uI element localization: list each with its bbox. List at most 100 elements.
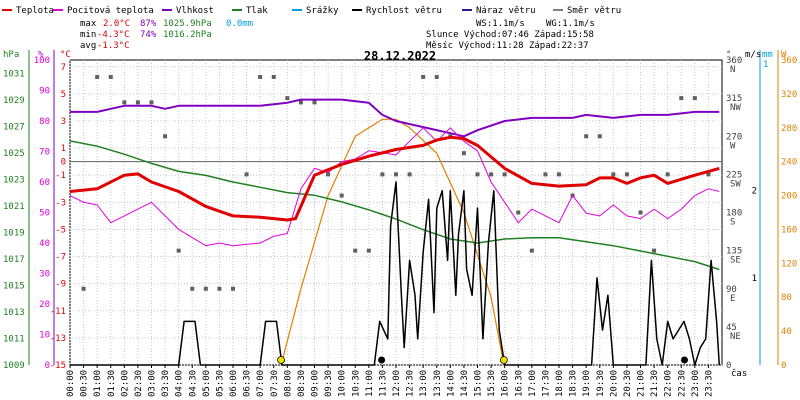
solar-tick-label: 360 <box>781 56 797 66</box>
x-tick-label: 20:00 <box>609 370 619 397</box>
x-tick-label: 09:00 <box>311 370 321 397</box>
stat-max-hum: 87% <box>140 19 157 29</box>
stat-min-label: min <box>80 30 96 40</box>
direction-name-label: SW <box>730 179 741 189</box>
direction-point <box>692 96 697 101</box>
series-line <box>280 118 505 366</box>
x-tick-label: 06:30 <box>243 370 253 397</box>
direction-point <box>81 286 86 291</box>
direction-point <box>679 96 684 101</box>
direction-tick-label: 45 <box>726 323 737 333</box>
direction-point <box>95 74 100 79</box>
temp-tick-label: -1 <box>55 171 66 181</box>
x-tick-label: 19:00 <box>582 370 592 397</box>
series-line <box>70 98 720 138</box>
direction-point <box>489 172 494 177</box>
wind-axis-unit: m/s <box>745 50 761 60</box>
direction-point <box>611 172 616 177</box>
pressure-tick-label: 1019 <box>3 228 25 238</box>
direction-point <box>516 210 521 215</box>
direction-point <box>285 96 290 101</box>
direction-name-label: SE <box>730 256 741 266</box>
x-tick-label: 05:30 <box>215 370 225 397</box>
stat-avg-label: avg <box>80 41 96 51</box>
direction-point <box>258 74 263 79</box>
x-tick-label: 15:00 <box>474 370 484 397</box>
pressure-tick-label: 1025 <box>3 149 25 159</box>
direction-point <box>557 172 561 177</box>
direction-tick-label: 225 <box>726 170 742 180</box>
x-tick-label: 00:30 <box>80 370 90 397</box>
x-tick-label: 14:30 <box>460 370 470 397</box>
direction-point <box>502 172 507 177</box>
direction-point <box>244 172 249 177</box>
x-tick-label: 23:00 <box>691 370 701 397</box>
direction-name-label: W <box>730 141 736 151</box>
legend-label: Tlak <box>246 6 268 16</box>
direction-point <box>203 286 208 291</box>
x-tick-label: 07:00 <box>256 370 266 397</box>
x-tick-label: 23:30 <box>704 370 714 397</box>
x-tick-label: 17:30 <box>541 370 551 397</box>
x-tick-label: 13:30 <box>433 370 443 397</box>
rain-axis-unit: mm <box>762 50 773 60</box>
temp-tick-label: 1 <box>61 144 66 154</box>
direction-point <box>217 286 222 291</box>
x-tick-label: 17:00 <box>528 370 538 397</box>
direction-tick-label: 0 <box>726 361 731 371</box>
direction-name-label: E <box>730 294 735 304</box>
humidity-tick-label: 70 <box>39 148 50 158</box>
direction-point <box>665 172 670 177</box>
solar-tick-label: 320 <box>781 90 797 100</box>
direction-point <box>421 74 426 79</box>
legend-label: Pocitová teplota <box>67 6 154 16</box>
humidity-axis-unit: % <box>38 50 44 60</box>
solar-axis-unit: W <box>781 50 787 60</box>
temp-tick-label: -15 <box>50 361 66 371</box>
humidity-tick-label: 40 <box>39 239 50 249</box>
x-tick-label: 03:30 <box>161 370 171 397</box>
humidity-tick-label: 80 <box>39 117 50 127</box>
sun-times: Slunce Východ:07:46 Západ:15:58 <box>426 30 594 40</box>
direction-name-label: N <box>730 65 735 75</box>
wind-tick-label: 2 <box>752 187 757 197</box>
x-tick-label: 10:30 <box>351 370 361 397</box>
temp-tick-label: -7 <box>55 253 66 263</box>
direction-point <box>135 100 140 105</box>
pressure-tick-label: 1015 <box>3 281 25 291</box>
pressure-tick-label: 1027 <box>3 122 25 132</box>
stat-max-press: 1025.9hPa <box>163 19 212 29</box>
x-tick-label: 04:30 <box>188 370 198 397</box>
stat-ws: WS:1.1m/s <box>476 19 525 29</box>
x-tick-label: 12:30 <box>406 370 416 397</box>
direction-tick-label: 270 <box>726 132 742 142</box>
series-line <box>70 181 721 366</box>
temp-tick-label: -11 <box>50 307 66 317</box>
pressure-axis-unit: hPa <box>3 50 19 60</box>
direction-point <box>312 100 317 105</box>
direction-name-label: NE <box>730 332 741 342</box>
series-line <box>69 127 720 247</box>
x-tick-label: 05:00 <box>202 370 212 397</box>
direction-name-label: NW <box>730 103 741 113</box>
direction-point <box>190 286 195 291</box>
direction-axis-unit: ° <box>726 50 731 60</box>
direction-point <box>394 172 398 177</box>
pressure-tick-label: 1029 <box>3 96 25 106</box>
stat-min-hum: 74% <box>140 30 157 40</box>
x-tick-label: 18:00 <box>555 370 565 397</box>
x-tick-label: 08:30 <box>297 370 307 397</box>
temp-tick-label: -9 <box>55 280 66 290</box>
x-tick-label: 01:00 <box>93 370 103 397</box>
direction-point <box>597 134 602 139</box>
rain-tick-label: 1 <box>763 60 768 70</box>
stat-wg: WG:1.1m/s <box>546 19 595 29</box>
solar-tick-label: 0 <box>781 361 786 371</box>
legend-label: Rychlost větru <box>366 6 442 16</box>
stat-max-label: max <box>80 19 97 29</box>
x-tick-label: 11:30 <box>378 370 388 397</box>
direction-point <box>163 134 168 139</box>
x-tick-label: 09:30 <box>324 370 334 397</box>
